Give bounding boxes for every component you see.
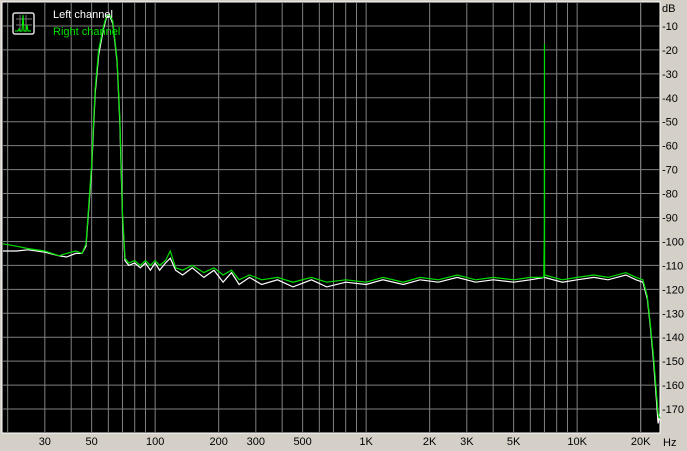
y-tick-label: -100: [662, 236, 684, 248]
x-tick-labels: 30 50 100 200 300 500 1K 2K 3K 5K 10K 20K: [39, 436, 651, 448]
y-tick-label: -150: [662, 356, 684, 368]
y-tick-label: -120: [662, 284, 684, 296]
y-tick-label: -130: [662, 308, 684, 320]
x-tick-label: 10K: [567, 436, 587, 448]
y-tick-label: -90: [662, 213, 678, 225]
x-tick-label: 500: [293, 436, 311, 448]
grid: [2, 2, 660, 433]
y-tick-label: -10: [662, 21, 678, 33]
legend-chart-icon[interactable]: [12, 12, 35, 35]
x-tick-label: 20K: [631, 436, 651, 448]
x-tick-label: 100: [146, 436, 164, 448]
y-tick-label: -60: [662, 141, 678, 153]
x-tick-label: 50: [86, 436, 98, 448]
y-axis-unit: dB: [662, 3, 675, 15]
legend-right-channel: Right channel: [53, 26, 120, 38]
x-axis-unit: Hz: [663, 437, 676, 449]
x-tick-label: 30: [39, 436, 51, 448]
x-tick-label: 1K: [359, 436, 373, 448]
x-tick-label: 300: [247, 436, 265, 448]
x-tick-label: 3K: [460, 436, 474, 448]
y-tick-label: -20: [662, 45, 678, 57]
series-lines: [2, 14, 661, 424]
y-tick-label: -50: [662, 117, 678, 129]
y-tick-label: -70: [662, 165, 678, 177]
legend-left-channel: Left channel: [53, 9, 113, 21]
y-tick-label: -170: [662, 404, 684, 416]
y-tick-label: -80: [662, 189, 678, 201]
right-channel-line: [2, 14, 661, 419]
left-channel-line: [3, 15, 661, 424]
y-tick-label: -110: [662, 260, 683, 272]
y-tick-label: -30: [662, 69, 678, 81]
y-tick-label: -160: [662, 380, 684, 392]
x-tick-label: 5K: [507, 436, 521, 448]
legend: Left channel Right channel: [12, 9, 120, 38]
x-tick-label: 2K: [423, 436, 437, 448]
y-tick-labels: -10 -20 -30 -40 -50 -60 -70 -80 -90 -100 -110 -120 -…: [662, 21, 684, 416]
y-tick-label: -40: [662, 93, 678, 105]
x-tick-label: 200: [209, 436, 227, 448]
y-tick-label: -140: [662, 332, 684, 344]
